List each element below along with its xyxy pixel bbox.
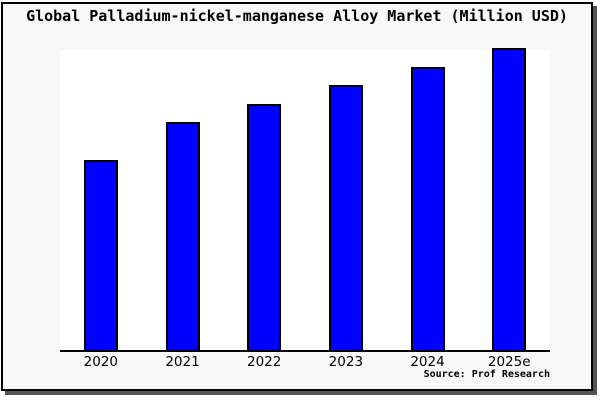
bar-2022: [247, 103, 282, 350]
bar-slot: [387, 50, 469, 350]
x-tick-label-2024: 2024: [410, 354, 445, 370]
plot-area: [60, 48, 550, 352]
source-note: Source: Prof Research: [423, 369, 550, 380]
chart-frame: Global Palladium-nickel-manganese Alloy …: [1, 2, 593, 391]
bar-2020: [83, 159, 118, 350]
bar-2021: [165, 122, 200, 350]
bar-slot: [468, 48, 550, 350]
x-tick-label-2023: 2023: [328, 354, 364, 370]
bar-slot: [305, 50, 387, 350]
x-tick-label-2025e: 2025e: [487, 354, 531, 370]
x-tick-label-2022: 2022: [247, 354, 282, 370]
bar-slot: [223, 50, 305, 350]
x-tick-label-2020: 2020: [83, 354, 119, 370]
bar-slot: [60, 50, 142, 350]
x-axis-labels: 2020 2021 2022 2023 2024 2025e: [60, 354, 550, 370]
bar-2025e: [492, 48, 527, 350]
bar-2024: [410, 67, 445, 350]
bar-slot: [142, 50, 224, 350]
x-tick-label-2021: 2021: [165, 354, 200, 370]
bar-2023: [328, 84, 363, 350]
chart-title: Global Palladium-nickel-manganese Alloy …: [26, 7, 568, 25]
